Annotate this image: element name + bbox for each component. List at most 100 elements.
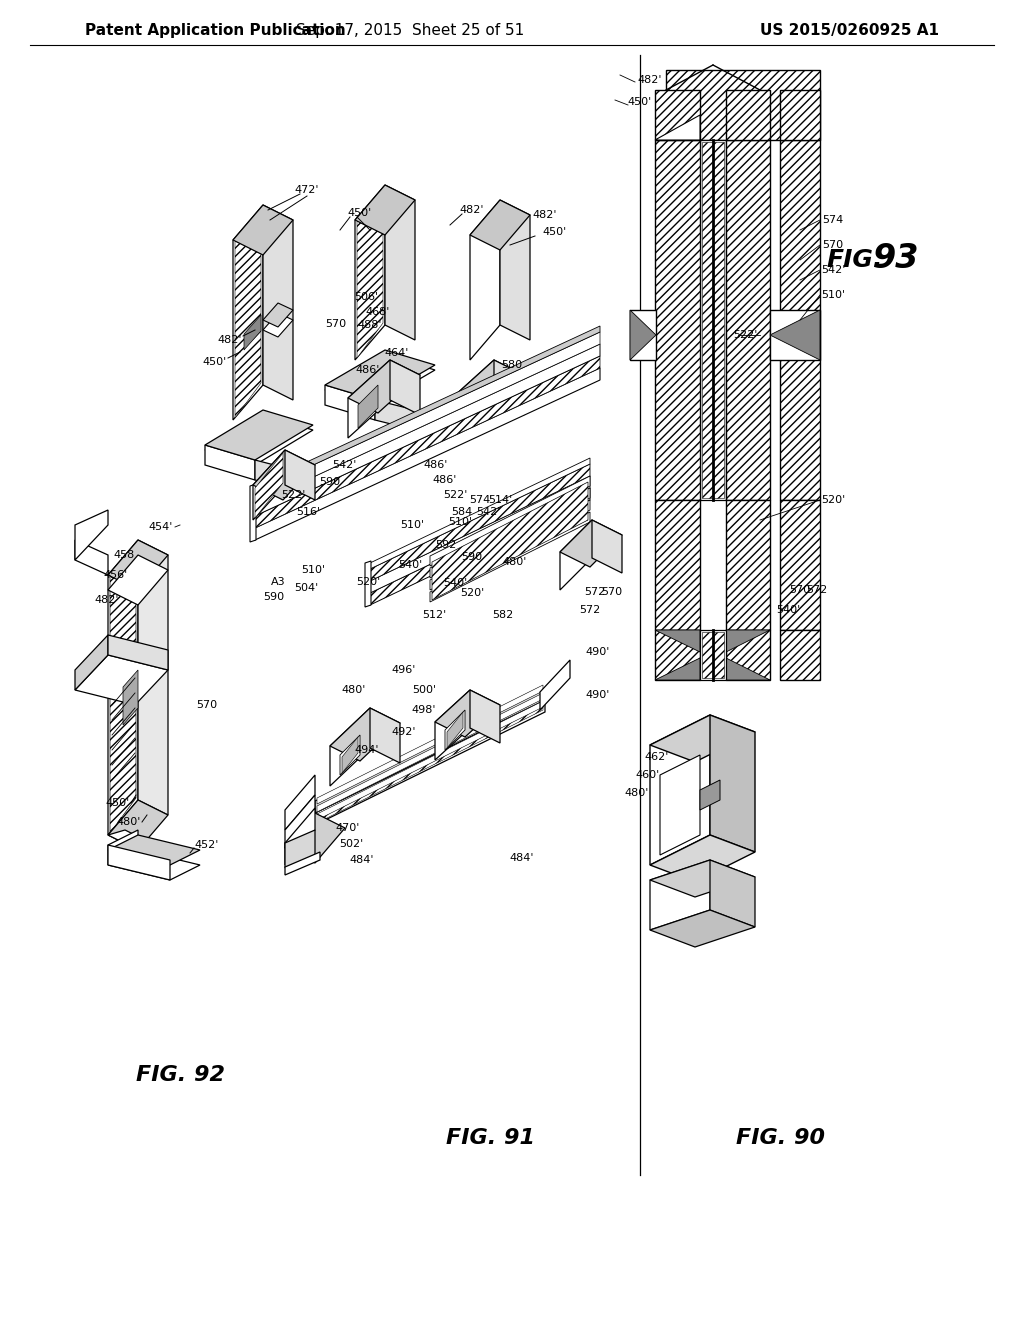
Polygon shape (430, 500, 590, 590)
Text: 520': 520' (460, 587, 484, 598)
Text: 510': 510' (400, 520, 424, 531)
Polygon shape (726, 500, 770, 630)
Polygon shape (330, 708, 400, 762)
Polygon shape (726, 630, 770, 680)
Text: FIG.: FIG. (826, 248, 883, 272)
Polygon shape (244, 315, 261, 350)
Polygon shape (108, 540, 138, 836)
Polygon shape (75, 655, 168, 705)
Text: 498': 498' (412, 705, 436, 715)
Text: 480': 480' (117, 817, 141, 828)
Polygon shape (370, 465, 590, 581)
Polygon shape (370, 488, 590, 605)
Text: 484': 484' (350, 855, 374, 865)
Text: 574: 574 (822, 215, 844, 224)
Polygon shape (348, 360, 390, 438)
Polygon shape (255, 345, 600, 516)
Polygon shape (255, 459, 313, 495)
Polygon shape (108, 830, 155, 850)
Polygon shape (630, 310, 656, 360)
Text: 480': 480' (625, 788, 649, 799)
Text: 570: 570 (197, 700, 217, 710)
Text: 454': 454' (148, 521, 173, 532)
Polygon shape (560, 520, 622, 568)
Polygon shape (780, 500, 820, 630)
Polygon shape (234, 207, 261, 418)
Text: 486': 486' (424, 459, 449, 470)
Polygon shape (655, 630, 700, 652)
Text: 570: 570 (790, 585, 811, 595)
Polygon shape (315, 700, 545, 825)
Text: 512': 512' (422, 610, 446, 620)
Polygon shape (500, 201, 530, 341)
Polygon shape (285, 450, 315, 500)
Polygon shape (317, 693, 543, 812)
Polygon shape (540, 660, 570, 710)
Polygon shape (655, 500, 700, 630)
Polygon shape (726, 90, 770, 140)
Polygon shape (250, 484, 256, 543)
Text: 574: 574 (469, 495, 490, 506)
Polygon shape (342, 737, 358, 774)
Polygon shape (205, 411, 313, 459)
Text: 480': 480' (503, 557, 527, 568)
Polygon shape (655, 657, 700, 680)
Text: 590: 590 (319, 477, 341, 487)
Polygon shape (445, 710, 465, 750)
Polygon shape (285, 830, 315, 869)
Polygon shape (358, 385, 378, 428)
Polygon shape (430, 488, 590, 578)
Polygon shape (370, 708, 400, 763)
Polygon shape (285, 808, 315, 865)
Text: 480': 480' (342, 685, 367, 696)
Polygon shape (430, 477, 590, 566)
Polygon shape (385, 185, 415, 341)
Polygon shape (710, 715, 755, 851)
Text: 462': 462' (645, 752, 670, 762)
Text: 542': 542' (332, 459, 356, 470)
Polygon shape (110, 543, 136, 833)
Polygon shape (348, 360, 420, 413)
Polygon shape (650, 715, 755, 762)
Polygon shape (255, 453, 283, 517)
Polygon shape (263, 205, 293, 400)
Text: 590: 590 (462, 552, 482, 562)
Polygon shape (253, 450, 315, 500)
Polygon shape (770, 310, 820, 360)
Text: 590: 590 (263, 591, 285, 602)
Polygon shape (205, 414, 313, 465)
Text: A3: A3 (270, 577, 286, 587)
Polygon shape (233, 205, 293, 255)
Polygon shape (108, 635, 168, 671)
Polygon shape (340, 735, 360, 775)
Polygon shape (770, 310, 820, 360)
Text: 450': 450' (105, 799, 130, 808)
Polygon shape (462, 385, 482, 428)
Polygon shape (660, 755, 700, 855)
Text: 542': 542' (476, 507, 500, 517)
Polygon shape (470, 201, 500, 360)
Polygon shape (592, 520, 622, 573)
Polygon shape (655, 115, 700, 140)
Polygon shape (370, 458, 590, 569)
Polygon shape (357, 187, 383, 358)
Text: 572: 572 (806, 585, 827, 595)
Text: FIG. 92: FIG. 92 (135, 1065, 224, 1085)
Text: 540': 540' (776, 605, 800, 615)
Polygon shape (75, 635, 108, 690)
Text: 522': 522' (733, 330, 757, 341)
Polygon shape (710, 861, 755, 927)
Polygon shape (702, 143, 724, 498)
Text: 572: 572 (585, 587, 605, 597)
Polygon shape (325, 385, 375, 420)
Text: FIG. 91: FIG. 91 (445, 1129, 535, 1148)
Text: 582: 582 (493, 610, 514, 620)
Polygon shape (255, 356, 600, 528)
Polygon shape (494, 360, 524, 414)
Text: 542': 542' (821, 265, 845, 275)
Polygon shape (108, 850, 200, 880)
Polygon shape (655, 630, 700, 680)
Polygon shape (108, 554, 168, 605)
Text: 458: 458 (114, 550, 134, 560)
Polygon shape (655, 90, 700, 140)
